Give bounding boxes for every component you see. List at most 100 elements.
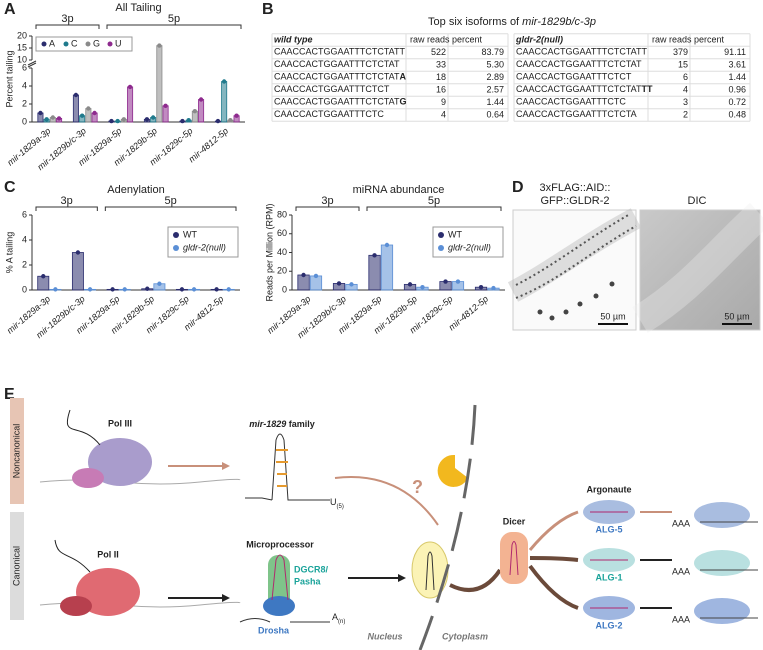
bar-dot [420,284,425,290]
bar-dot [53,287,58,292]
raw-reads: 6 [683,72,688,82]
sequence: CAACCACTGGAATTTCTCTATG [274,97,407,107]
raw-reads: 2 [683,109,688,119]
alg-2-target [694,598,750,624]
group-label: 5p [428,195,440,207]
pol2 [76,568,140,616]
bar [380,244,394,291]
pol2-subunit [60,596,92,616]
label: Pol II [97,549,119,559]
chart-title: Adenylation [107,184,165,196]
legend-label: A [49,38,55,48]
table-title: Top six isoforms of mir-1829b/c-3p [428,16,596,28]
bar-dot [349,282,354,287]
bar-dot [179,287,185,292]
bar-dot [122,287,127,292]
bar-dot [144,117,150,122]
sequence-base: CAACCACTGGAATTTCTCTAT [274,97,400,107]
label: mir-1829 family [249,419,315,429]
y-tick-label: 2 [22,98,27,108]
enzyme [437,454,468,487]
bar-dot [44,117,49,122]
sequence-base: CAACCACTGGAATTTCTC [274,109,384,119]
label: U(5) [330,497,344,509]
legend-swatch [173,232,179,238]
y-tick-label: 0 [22,116,27,126]
label-italic: mir-1829 [249,419,286,429]
percent: 1.44 [486,97,504,107]
legend-label: WT [448,229,462,239]
rna [66,409,101,446]
arrow [528,510,579,551]
bar [221,81,228,123]
y-tick-label: 10 [17,54,27,64]
legend-swatch [41,41,47,47]
bar-dot [372,253,377,258]
y-tick-label: 6 [22,62,27,72]
percent: 2.89 [486,72,504,82]
arrow [334,476,439,526]
bar-dot [215,118,221,124]
bar-dot [50,115,56,120]
hairpin-pairs [276,449,288,487]
hairpin [245,433,330,501]
pri-mirna [271,554,289,601]
nuclear-envelope [418,404,477,650]
bar-dot [191,287,197,292]
bar-dot [301,272,306,278]
raw-reads: 4 [441,109,446,119]
sequence-base: CAACCACTGGAATTTCTCT [274,84,390,94]
percent: 1.44 [728,72,746,82]
bar-dot [226,287,231,292]
rna [54,539,91,573]
image-title: DIC [688,195,707,207]
export-arrow [449,568,502,592]
guide [590,511,628,609]
percent: 0.96 [728,84,746,94]
group-bracket [104,206,237,211]
sequence: CAACCACTGGAATTTCTC [274,109,384,119]
sequence: CAACCACTGGAATTTCTCT [516,72,632,82]
bar [162,105,169,123]
x-tick-label: mir-4812-5p [447,294,490,333]
label-text: A [332,612,338,622]
bar-dot [491,285,496,291]
label: Pol III [108,418,132,428]
panel-label: D [512,179,524,196]
percent: 0.48 [728,109,746,119]
label-sub: (n) [338,619,345,625]
table-header: gldr-2(null) [515,34,563,44]
y-tick-label: 80 [277,209,287,219]
raw-reads: 9 [441,97,446,107]
group-bracket [295,206,360,211]
bar [156,45,163,123]
chart-title: All Tailing [115,2,161,14]
legend-box [35,36,133,52]
y-tick-label: 2 [22,259,27,269]
group-label: 3p [61,13,73,25]
percent: 83.79 [481,47,504,57]
y-tick-label: 4 [22,80,27,90]
label: Argonaute [587,484,632,494]
pathway-label: Canonical [11,546,21,586]
sequence: CAACCACTGGAATTTCTCT [274,84,390,94]
bar-dot [150,115,156,120]
axis-break [27,60,37,66]
y-tick-label: 40 [277,247,287,257]
bar-dot [75,250,81,255]
bar-dot [234,113,239,118]
bar-dot [92,110,97,116]
label-text: family [286,419,315,429]
legend-swatch [85,41,91,47]
pol3-subunit [72,468,104,488]
table-header: wild type [274,34,313,44]
label: Cytoplasm [442,631,488,641]
percent: 5.30 [486,59,504,69]
label-text: U [330,497,337,507]
question: ? [412,477,423,497]
table-header: percent [694,34,725,44]
bar-dot [87,287,93,292]
percent: 91.11 [724,47,746,57]
label: AAA [672,518,690,528]
